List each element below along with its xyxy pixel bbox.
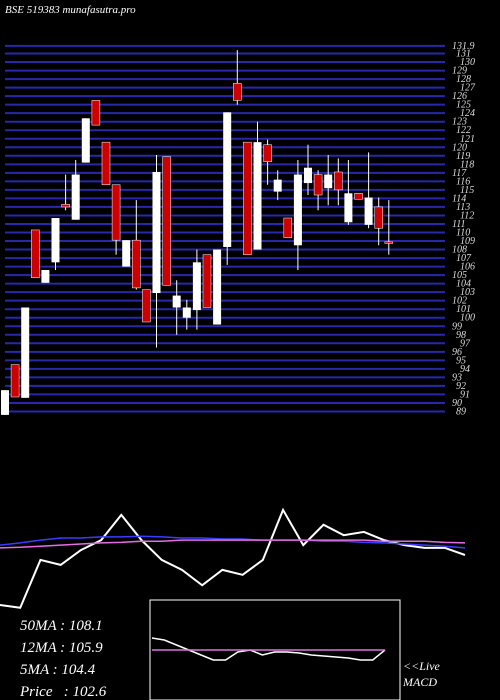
y-tick-label: 128 (456, 74, 471, 85)
candle-body (263, 144, 272, 163)
macd-box (149, 599, 401, 700)
candle-body (101, 141, 111, 186)
y-tick-label: 112 (460, 210, 474, 221)
candle-body (162, 156, 171, 286)
y-tick-label: 100 (460, 313, 475, 324)
y-tick-label: 119 (456, 151, 470, 162)
y-tick-label: 106 (460, 262, 475, 273)
candle-body (344, 193, 353, 223)
ma-line (0, 535, 466, 549)
candle-body (10, 364, 20, 398)
candle-body (152, 171, 161, 294)
y-tick-label: 125 (456, 100, 471, 111)
stat: 5MA : 104.4 (20, 662, 96, 678)
y-tick-label: 113 (456, 202, 470, 213)
y-tick-label: 115 (460, 185, 474, 196)
candle-body (273, 179, 282, 192)
stat: 12MA : 105.9 (20, 640, 103, 656)
candle-body (364, 197, 373, 225)
candle-body (213, 249, 222, 325)
y-tick-label: 127 (460, 83, 476, 94)
ma-line (0, 539, 466, 549)
y-tick-label: 118 (460, 159, 474, 170)
y-tick-label: 96 (452, 347, 462, 358)
candle-body (132, 239, 141, 289)
candle-body (91, 100, 101, 126)
candle-body (122, 240, 131, 267)
candle-body (384, 241, 394, 244)
macd-line (151, 637, 386, 661)
candle-body (243, 141, 252, 255)
y-tick-label: 104 (456, 279, 471, 290)
candle-body (182, 307, 191, 318)
candle-body (31, 229, 40, 278)
y-tick-label: 129 (452, 66, 467, 77)
y-tick-label: 97 (460, 338, 471, 349)
y-tick-label: 116 (456, 176, 470, 187)
candle-body (293, 174, 302, 246)
y-tick-label: 103 (460, 287, 475, 298)
candle-body (283, 217, 293, 238)
live-link[interactable]: <<Live (403, 659, 441, 673)
y-tick-label: 131 (456, 49, 471, 60)
y-tick-label: 105 (452, 270, 467, 281)
candle-body (202, 254, 212, 308)
candle-body (71, 174, 80, 220)
y-tick-label: 92 (456, 381, 466, 392)
candle-body (111, 184, 121, 241)
y-tick-label: 108 (452, 245, 467, 256)
candle-body (192, 262, 201, 311)
candle-body (334, 171, 343, 191)
y-tick-label: 131.9 (452, 41, 475, 52)
y-tick-label: 91 (460, 389, 470, 400)
candle-body (324, 174, 333, 189)
candle-body (354, 193, 363, 200)
y-tick-label: 114 (452, 193, 466, 204)
y-tick-label: 117 (452, 168, 467, 179)
candle-body (142, 289, 151, 323)
y-tick-label: 95 (456, 355, 466, 366)
candle-body (81, 118, 90, 163)
candle-body (223, 112, 232, 247)
y-tick-label: 90 (452, 398, 462, 409)
y-tick-label: 122 (456, 125, 471, 136)
macd-label: MACD (402, 675, 437, 689)
y-tick-label: 107 (456, 253, 472, 264)
y-tick-label: 93 (452, 372, 462, 383)
y-tick-label: 124 (460, 108, 475, 119)
y-tick-label: 123 (452, 117, 467, 128)
candle-body (1, 390, 9, 415)
y-tick-label: 109 (460, 236, 475, 247)
candle-body (21, 307, 30, 398)
y-tick-label: 110 (456, 228, 470, 239)
candle-body (61, 204, 70, 208)
y-tick-label: 99 (452, 321, 462, 332)
y-tick-label: 130 (460, 57, 475, 68)
y-tick-label: 89 (456, 406, 466, 417)
candle-body (313, 174, 323, 196)
stat: 50MA : 108.1 (20, 618, 103, 634)
stat: Price : 102.6 (19, 684, 107, 700)
candle-body (51, 218, 60, 263)
y-tick-label: 102 (452, 296, 467, 307)
y-tick-label: 120 (452, 142, 467, 153)
chart-title: BSE 519383 munafasutra.pro (5, 4, 136, 16)
candle-body (374, 206, 383, 229)
y-tick-label: 111 (452, 219, 466, 230)
y-tick-label: 94 (460, 364, 470, 375)
y-tick-label: 121 (460, 134, 475, 145)
candle-body (41, 270, 50, 283)
y-tick-label: 101 (456, 304, 471, 315)
y-tick-label: 98 (456, 330, 466, 341)
y-tick-label: 126 (452, 91, 467, 102)
candle-body (233, 83, 242, 101)
candle-body (304, 167, 312, 184)
candle-body (253, 142, 262, 250)
candle-body (172, 295, 181, 308)
